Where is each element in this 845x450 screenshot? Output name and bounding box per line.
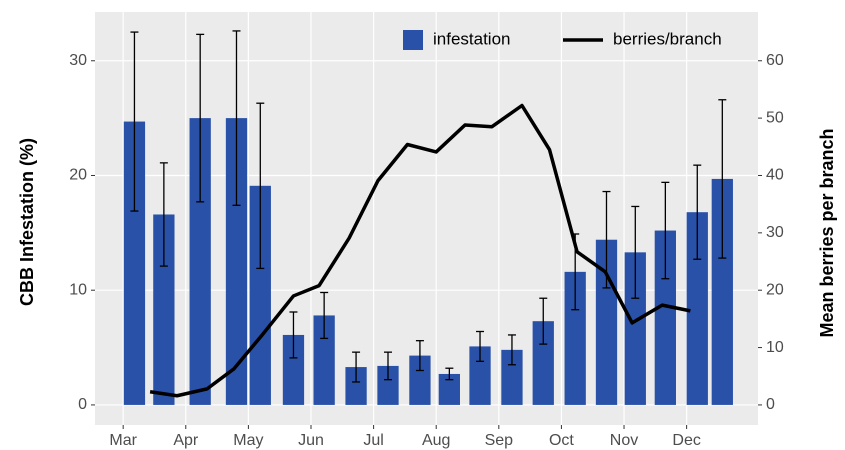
bar [345,367,367,405]
error-bar [661,181,670,280]
error-bar [352,351,361,383]
x-tick-label: Mar [109,432,137,449]
y-tick-label: 30 [69,52,87,69]
error-bar [159,162,168,267]
y-tick-label: 0 [78,396,87,413]
error-bar [476,330,485,362]
x-tick-label: Jun [298,432,324,449]
error-bar [256,102,265,270]
bar [123,121,146,405]
error-bar [196,33,205,203]
x-tick-label: Jul [363,432,383,449]
error-bar [320,291,329,340]
bar [249,185,271,405]
x-tick-label: Nov [610,432,638,449]
bar [409,355,431,405]
bar [313,315,335,405]
bar [282,334,305,405]
error-bar [507,334,516,366]
x-tick-label: Aug [422,432,450,449]
error-bar [130,31,139,212]
bar [153,214,175,405]
y-axis-title: CBB Infestation (%) [17,138,37,306]
error-bar [631,205,640,299]
y-tick-label: 20 [69,167,87,184]
error-bar [718,99,727,259]
y2-tick-label: 20 [766,281,784,298]
x-tick-label: Dec [672,432,700,449]
error-bar [232,30,241,206]
y2-tick-label: 40 [766,167,784,184]
error-bar [445,367,454,381]
bar [225,118,248,405]
bar [532,321,554,405]
y2-tick-label: 30 [766,224,784,241]
y2-tick-label: 60 [766,52,784,69]
bar [189,118,211,405]
bar [654,230,676,405]
legend-label: berries/branch [613,29,722,48]
bar [564,271,586,405]
error-bar [539,297,548,345]
bar [438,373,460,405]
line [149,103,691,398]
y2-tick-label: 0 [766,396,775,413]
y2-axis-title: Mean berries per branch [817,128,837,337]
error-bar [693,164,702,260]
x-tick-label: Oct [549,432,574,449]
bar [469,346,491,405]
bar [624,252,646,405]
x-tick-label: Sep [485,432,514,449]
error-bar [289,311,298,359]
bar [686,212,708,405]
bar [501,349,523,405]
y2-tick-label: 10 [766,339,784,356]
legend-label: infestation [433,29,511,48]
x-tick-label: May [233,432,263,449]
bar [377,365,399,405]
error-bar [415,340,424,372]
legend-swatch [403,30,423,50]
bar [711,178,733,405]
y-tick-label: 10 [69,281,87,298]
y2-tick-label: 50 [766,109,784,126]
x-tick-label: Apr [173,432,199,449]
error-bar [383,351,392,381]
